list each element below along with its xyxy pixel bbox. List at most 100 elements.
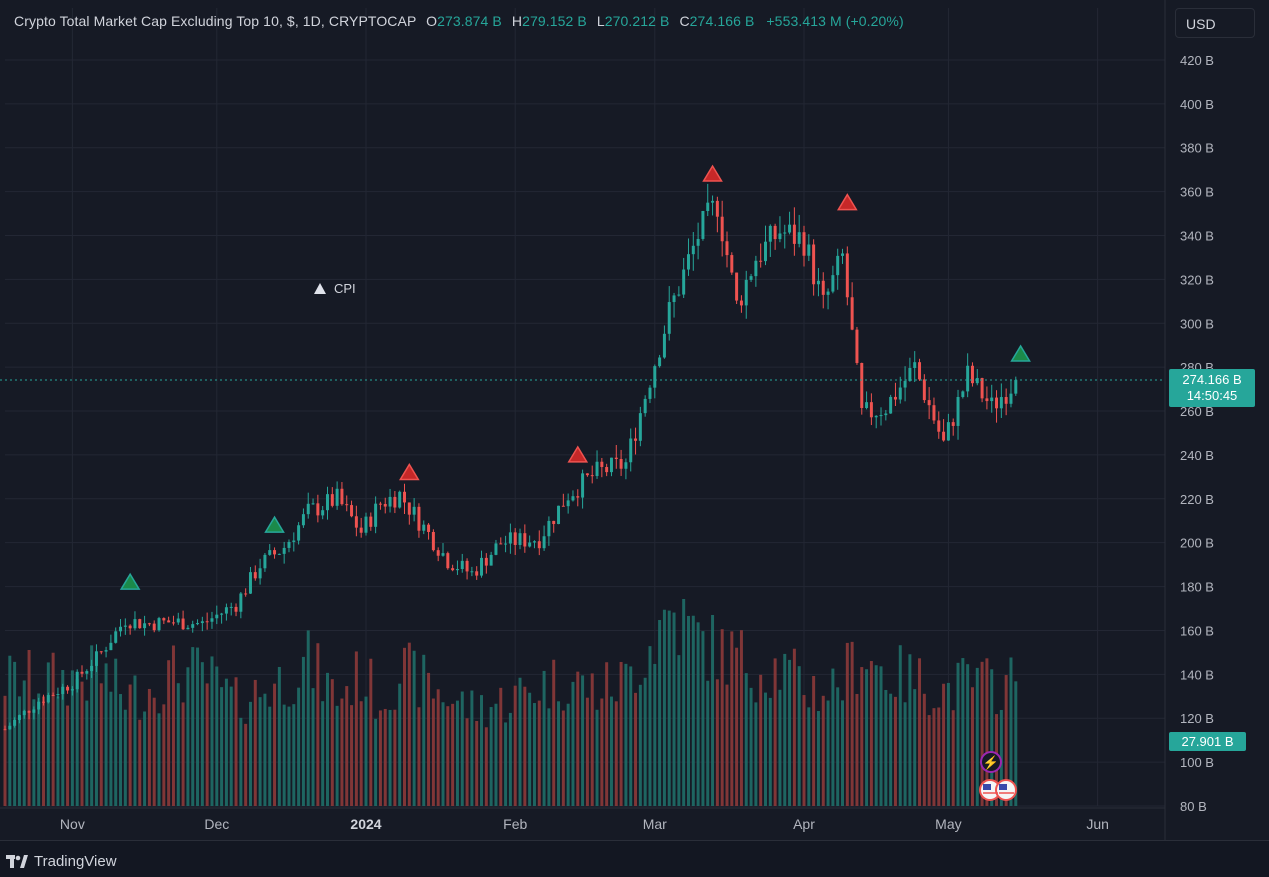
signal-markers bbox=[119, 164, 1031, 590]
candle-body bbox=[711, 200, 715, 203]
volume-bar bbox=[104, 663, 108, 806]
candle-body bbox=[451, 568, 455, 571]
volume-bar bbox=[499, 687, 503, 806]
candle-body bbox=[119, 626, 123, 632]
candle-body bbox=[836, 255, 840, 276]
symbol-header: Crypto Total Market Cap Excluding Top 10… bbox=[14, 13, 904, 29]
volume-bar bbox=[176, 683, 180, 806]
volume-bar bbox=[480, 695, 484, 806]
volume-bar bbox=[287, 706, 291, 806]
volume-bar bbox=[451, 703, 455, 806]
candle-body bbox=[277, 553, 281, 555]
volume-bar bbox=[354, 651, 358, 806]
candle-body bbox=[884, 413, 888, 416]
candle-body bbox=[263, 554, 267, 569]
candle-body bbox=[143, 623, 147, 629]
candle-body bbox=[85, 671, 89, 674]
change-value: +553.413 M (+0.20%) bbox=[766, 13, 904, 29]
candle-body bbox=[937, 420, 941, 432]
candle-body bbox=[990, 397, 994, 402]
volume-bar bbox=[321, 701, 325, 806]
buy-signal-marker[interactable] bbox=[1010, 344, 1031, 362]
volume-bar bbox=[518, 677, 522, 806]
candle-body bbox=[350, 505, 354, 517]
currency-button[interactable]: USD bbox=[1175, 8, 1255, 38]
candle-body bbox=[865, 402, 869, 408]
volume-bar bbox=[123, 709, 127, 806]
volume-bar bbox=[764, 692, 767, 806]
candle-body bbox=[913, 362, 917, 368]
volume-bar bbox=[297, 687, 301, 806]
candle-body bbox=[686, 254, 690, 270]
candle-body bbox=[292, 540, 296, 542]
sell-signal-marker[interactable] bbox=[836, 193, 858, 211]
tradingview-brand[interactable]: TradingView bbox=[6, 853, 117, 870]
cpi-legend[interactable]: CPI bbox=[314, 281, 356, 296]
candle-body bbox=[995, 397, 999, 409]
sell-signal-marker[interactable] bbox=[567, 445, 589, 463]
candle-body bbox=[3, 729, 7, 731]
buy-signal-marker[interactable] bbox=[264, 515, 285, 533]
volume-bar bbox=[268, 706, 272, 806]
volume-bar bbox=[316, 643, 320, 806]
candle-body bbox=[874, 415, 878, 418]
volume-bar bbox=[22, 680, 26, 806]
candle-body bbox=[812, 244, 816, 285]
candle-body bbox=[893, 396, 897, 400]
low-value: 270.212 B bbox=[604, 13, 670, 29]
candle-body bbox=[27, 710, 31, 713]
volume-bar bbox=[398, 683, 402, 806]
volume-bar bbox=[653, 663, 657, 806]
candle-body bbox=[470, 571, 474, 573]
candle-body bbox=[489, 554, 493, 566]
volume-bar bbox=[638, 684, 642, 806]
volume-bar bbox=[581, 675, 585, 806]
volume-bar bbox=[152, 697, 156, 806]
candle-body bbox=[499, 543, 503, 545]
candle-body bbox=[841, 253, 845, 256]
x-tick-label: Dec bbox=[204, 816, 229, 832]
volume-bar bbox=[658, 620, 662, 806]
volume-bar bbox=[340, 698, 344, 806]
candle-body bbox=[532, 541, 536, 543]
candle-body bbox=[287, 541, 291, 548]
candle-body bbox=[855, 329, 859, 363]
candle-body bbox=[99, 651, 103, 653]
high-label: H bbox=[511, 13, 523, 29]
candle-body bbox=[797, 232, 801, 244]
volume-bar bbox=[831, 668, 835, 806]
volume-bar bbox=[879, 666, 883, 806]
candle-body bbox=[970, 365, 974, 384]
volume-bar bbox=[239, 717, 243, 806]
candle-body bbox=[850, 297, 854, 330]
sell-signal-marker[interactable] bbox=[702, 164, 723, 182]
volume-bar bbox=[17, 696, 21, 806]
candle-body bbox=[378, 503, 382, 505]
candle-body bbox=[662, 333, 666, 358]
volume-bar bbox=[220, 687, 224, 806]
candle-body bbox=[523, 533, 527, 547]
sell-signal-marker[interactable] bbox=[398, 463, 420, 481]
buy-signal-marker[interactable] bbox=[119, 572, 141, 590]
candle-body bbox=[403, 491, 406, 503]
candle-body bbox=[903, 380, 907, 388]
candle-body bbox=[369, 516, 373, 527]
volume-bar bbox=[465, 718, 469, 806]
x-tick-label: Apr bbox=[793, 816, 815, 832]
candle-body bbox=[561, 505, 565, 507]
volume-bar bbox=[648, 646, 652, 806]
candle-body bbox=[807, 244, 811, 256]
candle-body bbox=[157, 618, 161, 631]
volume-bar bbox=[475, 720, 479, 806]
volume-bar bbox=[826, 700, 830, 806]
candle-body bbox=[37, 701, 41, 710]
candle-body bbox=[220, 613, 224, 615]
candle-body bbox=[845, 253, 849, 298]
candle-body bbox=[759, 260, 763, 262]
candle-body bbox=[398, 491, 402, 508]
candle-body bbox=[200, 621, 204, 624]
candle-body bbox=[465, 560, 469, 572]
candle-body bbox=[273, 550, 277, 555]
